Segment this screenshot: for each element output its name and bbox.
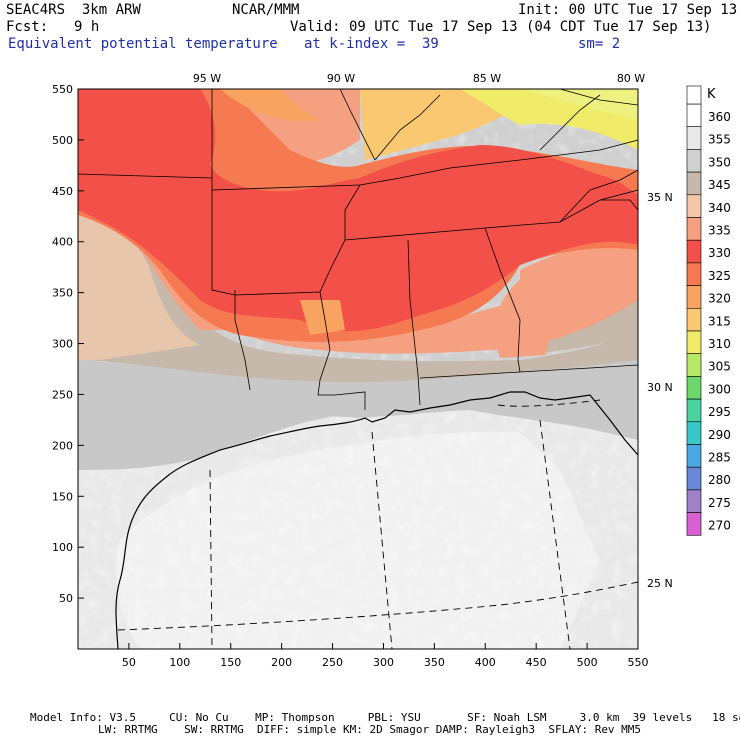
latitude-labels: 35 N 30 N 25 N [647, 191, 673, 590]
colorbar-swatch [686, 307, 702, 332]
org-label: NCAR/MMM [232, 2, 300, 18]
colorbar-level-label: 285 [708, 451, 731, 465]
colorbar-level-label: 360 [708, 110, 731, 124]
x-tick-label: 550 [628, 656, 649, 669]
longitude-label: 90 W [327, 72, 355, 85]
colorbar-swatch [686, 353, 702, 377]
y-tick-label: 100 [52, 541, 73, 554]
colorbar-swatch [686, 421, 702, 445]
x-tick-label: 200 [271, 656, 292, 669]
state-borders [78, 89, 638, 410]
colorbar-swatch [686, 126, 702, 150]
colorbar-level-label: 335 [708, 224, 731, 238]
y-tick-label: 300 [52, 338, 73, 351]
colorbar-level-label: 295 [708, 405, 731, 419]
x-tick-label: 100 [169, 656, 190, 669]
latitude-label: 25 N [647, 577, 673, 590]
map-overlays [78, 89, 638, 649]
latitude-label: 35 N [647, 191, 673, 204]
longitude-label: 80 W [617, 72, 645, 85]
colorbar-swatch [686, 444, 702, 468]
x-tick-label: 300 [373, 656, 394, 669]
colorbar-level-label: 355 [708, 133, 731, 147]
y-tick-label: 250 [52, 388, 73, 401]
longitude-labels: 95 W 90 W 85 W 80 W [193, 72, 645, 85]
valid-time: Valid: 09 UTC Tue 17 Sep 13 (04 CDT Tue … [290, 19, 712, 35]
colorbar-swatch [686, 376, 702, 400]
x-tick-label: 150 [220, 656, 241, 669]
latitude-label: 30 N [647, 381, 673, 394]
y-tick-label: 450 [52, 185, 73, 198]
colorbar: 360 355 350 345 340 335 330 325 320 315 310 305 300 2… [686, 85, 731, 536]
theta-e-map: 50 100 150 200 250 300 350 400 450 500 550 550 500 4… [52, 72, 731, 669]
y-tick-label: 400 [52, 236, 73, 249]
forecast-label: Fcst: [6, 19, 49, 35]
colorbar-level-label: 315 [708, 314, 731, 328]
coastline [115, 391, 638, 649]
colorbar-swatch [686, 398, 702, 423]
colorbar-level-label: 345 [708, 178, 731, 192]
colorbar-swatch [686, 217, 702, 241]
colorbar-unit: K [707, 87, 716, 102]
colorbar-swatch [686, 330, 702, 355]
field-name: Equivalent potential temperature [8, 36, 278, 52]
y-tick-label: 50 [59, 592, 73, 605]
colorbar-level-label: 290 [708, 428, 731, 442]
x-tick-label: 350 [424, 656, 445, 669]
colorbar-swatch [686, 489, 702, 513]
colorbar-swatch [686, 466, 702, 491]
level-label: at k-index = 39 [304, 36, 439, 52]
colorbar-level-label: 310 [708, 337, 731, 351]
colorbar-level-label: 320 [708, 292, 731, 306]
colorbar-swatch [686, 103, 702, 128]
colorbar-top-cap [686, 85, 702, 105]
colorbar-level-label: 300 [708, 382, 731, 396]
map-frame [77, 88, 639, 650]
y-tick-label: 550 [52, 83, 73, 96]
x-tick-label: 250 [322, 656, 343, 669]
model-info-line2: LW: RRTMG SW: RRTMG DIFF: simple KM: 2D … [98, 723, 642, 736]
field-shading [78, 89, 638, 649]
colorbar-swatch [686, 194, 702, 218]
colorbar-swatch [686, 171, 702, 196]
x-tick-label: 500 [577, 656, 598, 669]
colorbar-level-label: 305 [708, 360, 731, 374]
colorbar-level-label: 350 [708, 155, 731, 169]
colorbar-level-label: 275 [708, 496, 731, 510]
x-axis-ticks: 50 100 150 200 250 300 350 400 450 500 550 [122, 643, 649, 669]
y-tick-label: 200 [52, 439, 73, 452]
init-time: Init: 00 UTC Tue 17 Sep 13 [518, 2, 738, 18]
colorbar-level-label: 270 [708, 519, 731, 533]
y-tick-label: 500 [52, 134, 73, 147]
longitude-label: 95 W [193, 72, 221, 85]
colorbar-swatch [686, 512, 702, 536]
colorbar-swatch [686, 262, 702, 286]
model-info-line1: Model Info: V3.5 CU: No Cu MP: Thompson … [30, 711, 740, 724]
colorbar-swatch [686, 239, 702, 264]
lat-lon-grid [117, 399, 638, 649]
colorbar-level-label: 325 [708, 269, 731, 283]
x-tick-label: 450 [526, 656, 547, 669]
colorbar-level-label: 280 [708, 473, 731, 487]
y-tick-label: 350 [52, 287, 73, 300]
smoothing-label: sm= 2 [578, 36, 621, 52]
colorbar-swatch [686, 149, 702, 173]
x-tick-label: 50 [122, 656, 136, 669]
y-tick-label: 150 [52, 490, 73, 503]
model-title: SEAC4RS 3km ARW [6, 2, 141, 18]
colorbar-swatch [686, 285, 702, 309]
forecast-hour: 9 h [74, 19, 100, 35]
x-tick-label: 400 [475, 656, 496, 669]
colorbar-level-label: 340 [708, 201, 731, 215]
colorbar-level-label: 330 [708, 246, 731, 260]
y-axis-ticks: 550 500 450 400 350 300 250 200 150 100 50 [52, 83, 84, 605]
longitude-label: 85 W [473, 72, 501, 85]
